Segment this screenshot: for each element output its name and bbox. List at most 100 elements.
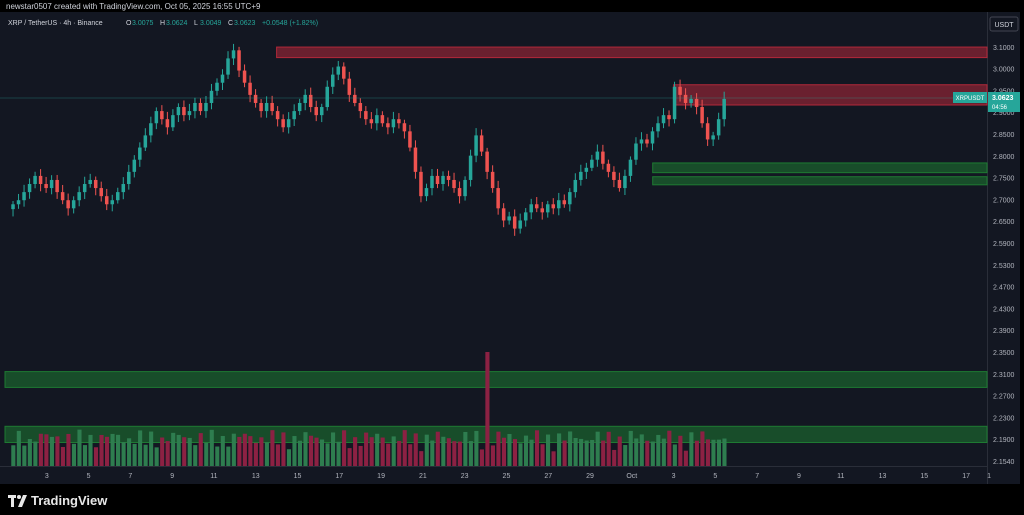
volume-bar (259, 437, 264, 466)
time-tick-label: 21 (419, 473, 427, 480)
volume-bar (634, 438, 639, 466)
attribution-text: newstar0507 created with TradingView.com… (6, 2, 261, 11)
volume-bar (93, 447, 99, 466)
time-tick-label: 29 (586, 473, 594, 480)
candle (623, 175, 627, 189)
support-zone-4 (4, 371, 988, 388)
volume-bar (165, 441, 170, 466)
ohlc-value: 3.0623 (234, 20, 256, 27)
volume-bar (584, 440, 589, 466)
candle (391, 119, 396, 128)
candle (468, 155, 473, 180)
candle (601, 151, 605, 164)
volume-bar (496, 431, 501, 466)
volume-bar (678, 435, 683, 466)
candle (138, 147, 142, 160)
candle (104, 196, 109, 205)
candle (446, 175, 451, 180)
volume-bar (364, 432, 369, 466)
volume-bar (160, 437, 165, 466)
price-tick-label: 2.8000 (993, 154, 1015, 161)
candle (705, 123, 710, 140)
volume-bar (132, 443, 137, 466)
volume-bar (408, 444, 413, 466)
ohlc-key: C (228, 20, 233, 27)
last-price-box (988, 91, 1020, 112)
candle (700, 107, 704, 124)
price-change: +0.0548 (+1.82%) (262, 20, 318, 27)
candle (342, 66, 346, 79)
candle (634, 143, 638, 160)
chart-canvas[interactable]: 3.20003.10003.00002.95002.90002.85002.80… (0, 0, 1024, 486)
volume-bar (176, 434, 181, 466)
candle (60, 192, 65, 201)
candle (501, 208, 506, 221)
time-tick-label: 23 (461, 473, 469, 480)
time-tick-label: 13 (252, 473, 260, 480)
candle (380, 115, 385, 124)
candle (551, 204, 556, 209)
volume-bar (220, 435, 225, 466)
volume-bar (242, 433, 247, 466)
candle (116, 192, 120, 201)
volume-bar (237, 436, 242, 466)
support-zone-2 (652, 162, 988, 174)
volume-bar (568, 431, 573, 466)
candle (11, 204, 15, 210)
candle (33, 175, 37, 185)
volume-bar (342, 430, 347, 466)
volume-bar (419, 451, 424, 466)
candle (237, 50, 241, 71)
time-tick-label: 15 (294, 473, 302, 480)
volume-bar (424, 434, 429, 466)
candle (678, 86, 682, 95)
candle (452, 179, 456, 189)
volume-bar (336, 441, 341, 466)
volume-bar (198, 433, 203, 466)
candle (132, 159, 137, 172)
candle (546, 204, 550, 213)
candle (364, 111, 368, 120)
candle (617, 179, 622, 189)
candle (397, 119, 401, 124)
volume-bar (457, 441, 462, 466)
volume-bar (231, 433, 236, 466)
volume-bar (413, 433, 418, 466)
price-tick-label: 2.1540 (993, 459, 1015, 466)
time-tick-label: 9 (797, 473, 801, 480)
symbol-label: XRPUSDT (956, 96, 985, 102)
candle (672, 86, 677, 120)
volume-bar (534, 430, 540, 466)
candle (303, 94, 307, 103)
price-tick-label: 2.4300 (993, 306, 1015, 313)
volume-bar (722, 438, 727, 466)
candle (259, 102, 263, 112)
volume-bar (595, 431, 600, 466)
time-tick-label: 3 (45, 473, 49, 480)
price-tick-label: 2.1900 (993, 437, 1015, 444)
time-tick-label: 11 (210, 473, 217, 480)
volume-bar (562, 440, 567, 466)
volume-bar (529, 439, 534, 466)
candle (584, 167, 589, 172)
price-scale-background (987, 12, 1020, 484)
volume-bar (209, 429, 214, 466)
candle (424, 188, 429, 197)
candle (529, 204, 533, 213)
volume-bar (253, 442, 258, 466)
candle (16, 200, 21, 205)
ohlc-key: O (126, 20, 132, 27)
candle (496, 188, 500, 209)
candle (507, 216, 511, 221)
candle (711, 135, 715, 140)
time-tick-label: Oct (626, 473, 637, 480)
symbol-label-box (953, 91, 987, 103)
candle (127, 171, 131, 185)
volume-bar (49, 436, 54, 466)
volume-bar (193, 445, 198, 466)
volume-bar (468, 441, 473, 466)
volume-bar (319, 439, 325, 466)
ohlc-value: 3.0075 (132, 20, 154, 27)
candle (606, 163, 611, 172)
candle (386, 123, 390, 128)
